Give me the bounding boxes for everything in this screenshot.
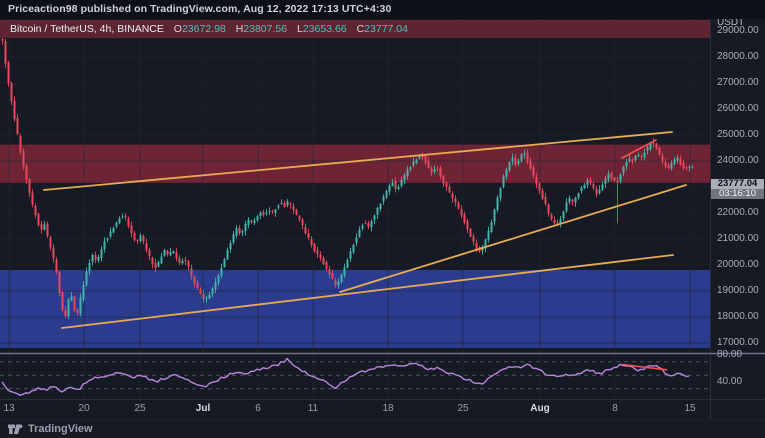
- candles-group: [1, 37, 694, 319]
- trendline-breakdown-signal[interactable]: [621, 139, 657, 159]
- price-tick-label: 18000.00: [717, 311, 759, 322]
- open-label: O: [173, 23, 182, 35]
- price-tick-label: 17000.00: [717, 337, 759, 348]
- price-tick-label: 21000.00: [717, 233, 759, 244]
- trendline-rising-wedge[interactable]: [339, 184, 687, 293]
- price-tick-label: 29000.00: [717, 25, 759, 36]
- price-tick-label: 24000.00: [717, 155, 759, 166]
- publish-text: Priceaction98 published on TradingView.c…: [8, 3, 392, 15]
- trendline-lower-support[interactable]: [61, 254, 674, 329]
- bar-countdown: 03:16:10: [711, 189, 764, 199]
- time-tick-label: 8: [612, 403, 618, 414]
- price-axis[interactable]: USDT 29000.00 28000.00 27000.00 26000.00 250…: [710, 17, 765, 420]
- price-tick-label: 28000.00: [717, 51, 759, 62]
- last-price-value: 23777.04: [711, 179, 764, 189]
- time-axis[interactable]: 13 20 25 Jul 6 11 18 25 Aug 8 15: [0, 400, 765, 419]
- low-value: 23653.66: [302, 23, 347, 35]
- price-tick-label: 19000.00: [717, 285, 759, 296]
- time-tick-label: 25: [457, 403, 469, 414]
- tradingview-attribution[interactable]: TradingView: [8, 421, 93, 437]
- close-label: C: [356, 23, 365, 35]
- price-tick-label: 25000.00: [717, 129, 759, 140]
- time-tick-label: Jul: [195, 403, 211, 414]
- rsi-line[interactable]: [1, 357, 690, 397]
- price-tick-label: 22000.00: [717, 207, 759, 218]
- currency-label: USDT: [717, 17, 745, 28]
- indicator-tick-label: 40.00: [717, 376, 743, 387]
- zone-resistance[interactable]: [0, 144, 710, 183]
- close-value: 23777.04: [364, 23, 408, 35]
- symbol-title: Bitcoin / TetherUS, 4h, BINANCE: [10, 23, 164, 35]
- rsi-divergence-line[interactable]: [621, 363, 668, 371]
- price-tick-label: 26000.00: [717, 103, 759, 114]
- zone-support[interactable]: [0, 269, 710, 348]
- indicator-tick-label: 80.00: [717, 349, 743, 360]
- time-tick-label: 20: [78, 403, 90, 414]
- time-tick-label: 18: [382, 403, 394, 414]
- open-value: 23672.98: [181, 23, 226, 35]
- time-tick-label: 13: [3, 403, 15, 414]
- symbol-legend[interactable]: Bitcoin / TetherUS, 4h, BINANCE O23672.9…: [0, 20, 710, 38]
- trendline-upper-channel[interactable]: [43, 131, 673, 191]
- high-label: H: [235, 23, 244, 35]
- time-tick-label: 11: [307, 403, 319, 414]
- publish-bar: Priceaction98 published on TradingView.c…: [0, 0, 765, 19]
- tradingview-logo-icon: [8, 424, 23, 434]
- tradingview-brand-text: TradingView: [28, 423, 93, 435]
- time-tick-label: 15: [684, 403, 696, 414]
- time-tick-label: Aug: [530, 403, 550, 414]
- last-price-label: 23777.04 03:16:10: [711, 179, 764, 199]
- time-tick-label: 25: [134, 403, 146, 414]
- time-tick-label: 6: [255, 403, 261, 414]
- low-label: L: [297, 23, 303, 35]
- high-value: 23807.56: [243, 23, 288, 35]
- price-tick-label: 27000.00: [717, 77, 759, 88]
- price-tick-label: 20000.00: [717, 259, 759, 270]
